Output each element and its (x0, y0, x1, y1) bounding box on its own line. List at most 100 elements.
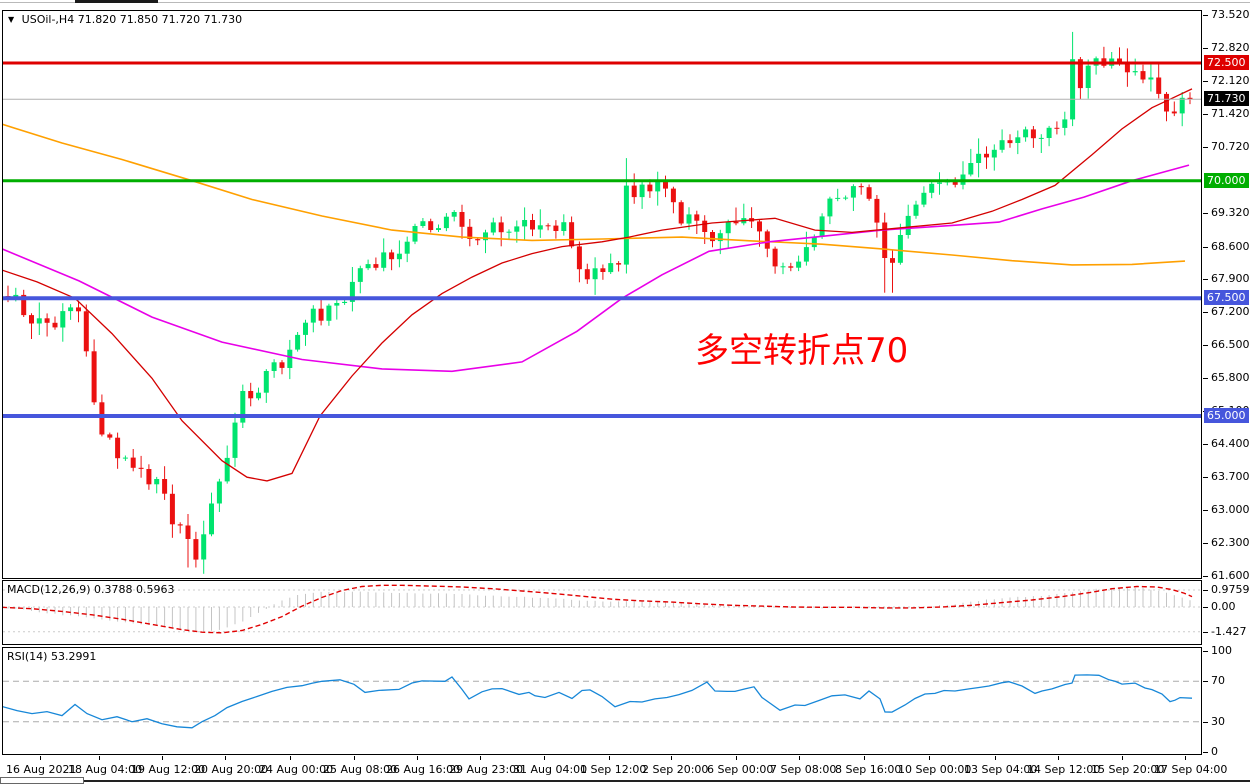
time-tick-label: 8 Sep 16:00 (835, 763, 902, 776)
price-tick-label: 66.500 (1211, 338, 1250, 351)
price-axis[interactable]: 73.520 72.820 72.120 71.420 70.720 69.320 68.6… (1202, 0, 1250, 784)
price-tick-mark (1203, 378, 1208, 379)
price-tick-label: 73.520 (1211, 8, 1250, 21)
time-tick-mark (671, 756, 672, 760)
time-tick-label: 7 Sep 08:00 (770, 763, 837, 776)
price-tick-mark (1203, 543, 1208, 544)
price-tick-mark (1203, 81, 1208, 82)
time-tick-label: 10 Sep 00:00 (898, 763, 972, 776)
time-tick-mark (1058, 756, 1059, 760)
price-tick-mark (1203, 279, 1208, 280)
price-tick-label: 72.120 (1211, 74, 1250, 87)
time-tick-label: 1 Sep 12:00 (580, 763, 647, 776)
time-tick-mark (354, 756, 355, 760)
ohlc-values: 71.820 71.850 71.720 71.730 (77, 13, 243, 26)
window-top-divider (0, 2, 1250, 3)
time-tick-label: 18 Aug 04:00 (68, 763, 143, 776)
time-tick-label: 20 Aug 20:00 (194, 763, 269, 776)
horizontal-scrollbar-track[interactable] (84, 780, 1250, 782)
price-tick-label: 100 (1211, 644, 1232, 657)
price-tick-mark (1203, 48, 1208, 49)
time-tick-mark (40, 756, 41, 760)
time-tick-mark (225, 756, 226, 760)
price-tick-mark (1203, 114, 1208, 115)
price-tick-label: 71.420 (1211, 107, 1250, 120)
time-tick-mark (544, 756, 545, 760)
time-tick-mark (417, 756, 418, 760)
chart-title: ▼ USOil-,H4 71.820 71.850 71.720 71.730 (8, 13, 242, 26)
price-tick-mark (1203, 510, 1208, 511)
price-tick-label: 68.600 (1211, 240, 1250, 253)
horizontal-scrollbar-thumb[interactable] (0, 777, 84, 784)
price-tick-label: 69.320 (1211, 206, 1250, 219)
time-tick-mark (929, 756, 930, 760)
price-tick-label: 67.200 (1211, 305, 1250, 318)
price-level-badge: 72.500 (1204, 55, 1249, 70)
time-axis[interactable]: 16 Aug 2021 18 Aug 04:00 19 Aug 12:00 20 Au… (2, 756, 1250, 782)
main-chart-canvas[interactable] (2, 10, 1202, 579)
price-tick-mark (1203, 607, 1208, 608)
price-level-badge: 65.000 (1204, 408, 1249, 423)
time-tick-mark (99, 756, 100, 760)
time-tick-mark (995, 756, 996, 760)
time-tick-label: 14 Sep 12:00 (1027, 763, 1101, 776)
price-tick-mark (1203, 722, 1208, 723)
price-tick-label: 30 (1211, 715, 1225, 728)
price-tick-label: 72.820 (1211, 41, 1250, 54)
price-tick-label: 65.800 (1211, 371, 1250, 384)
price-tick-mark (1203, 147, 1208, 148)
rsi-label: RSI(14) 53.2991 (7, 650, 97, 663)
time-tick-mark (480, 756, 481, 760)
price-tick-label: 63.000 (1211, 503, 1250, 516)
time-tick-label: 13 Sep 04:00 (964, 763, 1038, 776)
time-tick-label: 6 Sep 00:00 (707, 763, 774, 776)
price-level-badge: 70.000 (1204, 173, 1249, 188)
time-tick-label: 24 Aug 00:00 (259, 763, 334, 776)
price-tick-mark (1203, 213, 1208, 214)
price-tick-label: 61.600 (1211, 569, 1250, 582)
price-level-badge: 71.730 (1204, 91, 1249, 106)
symbol-timeframe-label: USOil-,H4 (21, 13, 75, 26)
price-tick-label: 0.9759 (1211, 583, 1250, 596)
symbol-dropdown-icon[interactable]: ▼ (8, 15, 15, 24)
time-tick-mark (290, 756, 291, 760)
time-tick-label: 26 Aug 16:00 (386, 763, 461, 776)
time-tick-label: 29 Aug 23:00 (449, 763, 524, 776)
time-tick-label: 17 Sep 04:00 (1154, 763, 1228, 776)
time-tick-mark (609, 756, 610, 760)
time-tick-label: 2 Sep 20:00 (642, 763, 709, 776)
price-tick-mark (1203, 247, 1208, 248)
macd-indicator-canvas[interactable] (2, 580, 1202, 645)
macd-label: MACD(12,26,9) 0.3788 0.5963 (7, 583, 175, 596)
time-tick-mark (162, 756, 163, 760)
time-tick-mark (736, 756, 737, 760)
price-tick-mark (1203, 632, 1208, 633)
price-tick-label: 0.00 (1211, 600, 1236, 613)
price-tick-mark (1203, 312, 1208, 313)
time-tick-label: 15 Sep 20:00 (1091, 763, 1165, 776)
price-tick-label: 64.400 (1211, 437, 1250, 450)
price-tick-label: 67.900 (1211, 272, 1250, 285)
time-tick-label: 19 Aug 12:00 (131, 763, 206, 776)
time-tick-mark (1122, 756, 1123, 760)
time-tick-mark (1185, 756, 1186, 760)
annotation-text[interactable]: 多空转折点70 (695, 331, 909, 371)
price-tick-label: 63.700 (1211, 470, 1250, 483)
price-tick-label: 70.720 (1211, 140, 1250, 153)
price-tick-label: 62.300 (1211, 536, 1250, 549)
price-level-badge: 67.500 (1204, 290, 1249, 305)
price-tick-label: 0 (1211, 745, 1218, 758)
price-tick-mark (1203, 681, 1208, 682)
price-tick-mark (1203, 576, 1208, 577)
price-tick-mark (1203, 752, 1208, 753)
price-tick-label: -1.427 (1211, 625, 1247, 638)
time-tick-label: 31 Aug 04:00 (513, 763, 588, 776)
price-tick-mark (1203, 590, 1208, 591)
rsi-indicator-canvas[interactable] (2, 647, 1202, 755)
time-tick-label: 25 Aug 08:00 (323, 763, 398, 776)
price-tick-label: 70 (1211, 674, 1225, 687)
window-tab-marker (75, 0, 158, 3)
price-tick-mark (1203, 477, 1208, 478)
time-tick-mark (864, 756, 865, 760)
